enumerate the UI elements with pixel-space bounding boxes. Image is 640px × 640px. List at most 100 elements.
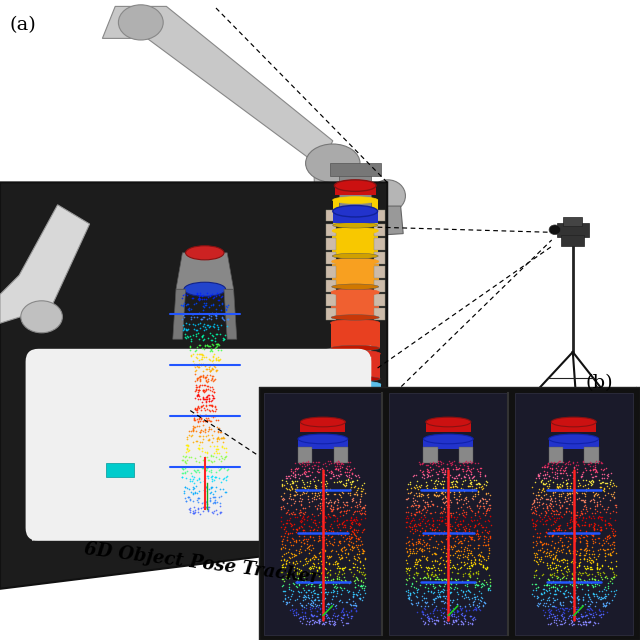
Point <box>418 609 428 619</box>
Point <box>595 499 605 509</box>
Point <box>604 538 614 548</box>
Point <box>582 570 593 580</box>
Point <box>584 557 595 567</box>
Point <box>459 470 469 481</box>
Point <box>346 532 356 542</box>
Point <box>205 314 216 324</box>
Point <box>541 501 552 511</box>
Point <box>471 483 481 493</box>
Point <box>277 475 287 485</box>
Point <box>191 467 202 477</box>
Point <box>563 456 573 467</box>
Point <box>288 557 298 568</box>
Point <box>355 593 365 603</box>
Point <box>554 461 564 471</box>
Point <box>602 504 612 514</box>
Point <box>602 596 612 607</box>
Point <box>300 603 310 613</box>
Point <box>352 515 362 525</box>
Point <box>209 447 219 458</box>
Point <box>356 486 367 496</box>
Point <box>556 619 566 629</box>
Point <box>480 563 490 573</box>
Point <box>349 507 360 517</box>
Point <box>533 582 543 592</box>
Point <box>441 518 451 528</box>
Point <box>531 579 541 589</box>
Point <box>587 472 597 482</box>
Point <box>556 468 566 479</box>
Point <box>202 381 212 391</box>
Point <box>323 616 333 626</box>
Point <box>456 538 466 548</box>
Point <box>580 598 590 609</box>
Point <box>532 515 542 525</box>
Point <box>192 495 202 505</box>
Point <box>314 595 324 605</box>
Point <box>304 593 314 604</box>
Point <box>608 524 618 534</box>
Point <box>463 605 474 615</box>
Point <box>588 464 598 474</box>
Point <box>452 472 462 483</box>
Point <box>422 515 433 525</box>
Point <box>196 331 207 341</box>
Point <box>298 476 308 486</box>
Point <box>548 477 558 487</box>
Point <box>312 504 322 514</box>
Point <box>300 538 310 548</box>
Point <box>599 483 609 493</box>
Bar <box>264 393 382 635</box>
Point <box>195 443 205 453</box>
Point <box>545 570 555 580</box>
Point <box>289 536 300 546</box>
Point <box>183 492 193 502</box>
Point <box>474 601 484 611</box>
Point <box>604 530 614 540</box>
Point <box>305 598 316 608</box>
Point <box>578 456 588 466</box>
Point <box>531 548 541 558</box>
Point <box>293 496 303 506</box>
Point <box>195 372 205 382</box>
Point <box>341 497 351 507</box>
Point <box>538 470 548 480</box>
Point <box>456 502 466 512</box>
Point <box>541 499 552 509</box>
Point <box>212 497 222 507</box>
Point <box>277 481 287 492</box>
Point <box>585 564 595 575</box>
Point <box>452 577 463 588</box>
Point <box>563 481 573 492</box>
Point <box>542 461 552 471</box>
Point <box>276 522 286 532</box>
Point <box>548 593 558 603</box>
Point <box>474 575 484 586</box>
Point <box>561 507 571 517</box>
Point <box>293 609 303 620</box>
Point <box>298 525 308 536</box>
Point <box>302 543 312 553</box>
Point <box>433 490 444 500</box>
Point <box>419 510 429 520</box>
Point <box>478 559 488 570</box>
Bar <box>374 294 385 306</box>
Point <box>342 474 353 484</box>
Point <box>299 525 309 535</box>
Point <box>543 540 553 550</box>
Point <box>429 586 439 596</box>
Point <box>305 476 315 486</box>
Point <box>348 576 358 586</box>
Point <box>440 502 450 513</box>
Point <box>482 579 492 589</box>
Point <box>605 508 615 518</box>
Point <box>452 614 463 624</box>
Point <box>473 465 483 476</box>
Point <box>358 502 369 512</box>
Point <box>210 401 220 411</box>
Point <box>483 536 493 546</box>
Point <box>409 520 419 530</box>
Point <box>438 479 448 489</box>
Point <box>213 444 223 454</box>
Point <box>550 517 560 527</box>
